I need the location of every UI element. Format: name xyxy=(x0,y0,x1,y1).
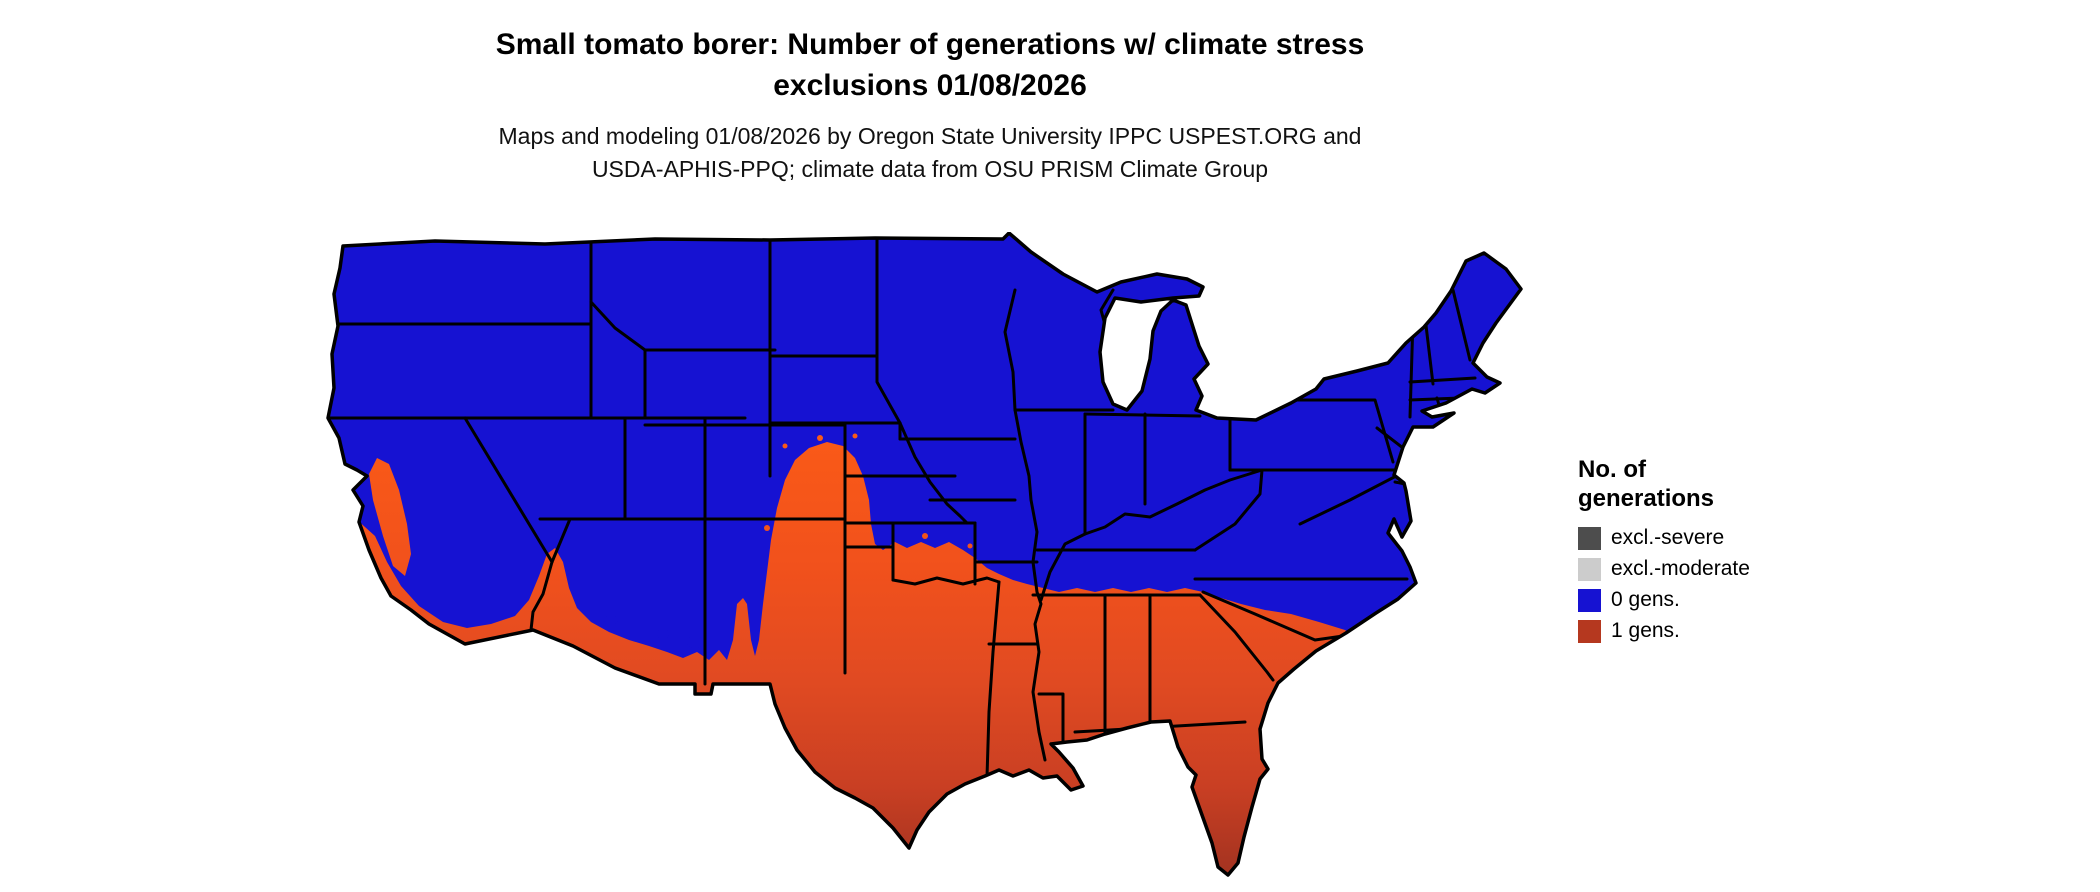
excl-severe-swatch xyxy=(1578,526,1601,550)
legend-item-1-gens: 1 gens. xyxy=(1578,618,1838,644)
us-outline xyxy=(326,231,1523,877)
legend: No. of generations excl.-severe excl.-mo… xyxy=(1578,455,1838,649)
state-borders xyxy=(328,236,1477,779)
subtitle-line-1: Maps and modeling 01/08/2026 by Oregon S… xyxy=(498,123,1362,149)
gens-1-label: 1 gens. xyxy=(1611,619,1680,642)
gens-1-swatch xyxy=(1578,619,1601,643)
title-line-1: Small tomato borer: Number of generation… xyxy=(495,28,1365,61)
excl-severe-label: excl.-severe xyxy=(1611,526,1725,549)
legend-title-line-2: generations xyxy=(1578,485,1715,512)
legend-title-line-1: No. of xyxy=(1578,456,1646,483)
gens-0-swatch xyxy=(1578,588,1601,612)
legend-item-0-gens: 0 gens. xyxy=(1578,587,1838,613)
gens-0-label: 0 gens. xyxy=(1611,588,1680,611)
excl-moderate-label: excl.-moderate xyxy=(1611,557,1750,580)
us-map xyxy=(315,231,1525,887)
page-subtitle: Maps and modeling 01/08/2026 by Oregon S… xyxy=(0,120,1860,186)
legend-title: No. of generations xyxy=(1578,455,1838,513)
central-valley-region xyxy=(369,458,411,576)
legend-item-excl-severe: excl.-severe xyxy=(1578,525,1838,551)
gen0-inclusions xyxy=(604,615,703,648)
legend-item-excl-moderate: excl.-moderate xyxy=(1578,556,1838,582)
page-title: Small tomato borer: Number of generation… xyxy=(0,24,1860,106)
excl-moderate-swatch xyxy=(1578,557,1601,581)
title-line-2: exclusions 01/08/2026 xyxy=(773,69,1087,102)
subtitle-line-2: USDA-APHIS-PPQ; climate data from OSU PR… xyxy=(591,156,1269,182)
